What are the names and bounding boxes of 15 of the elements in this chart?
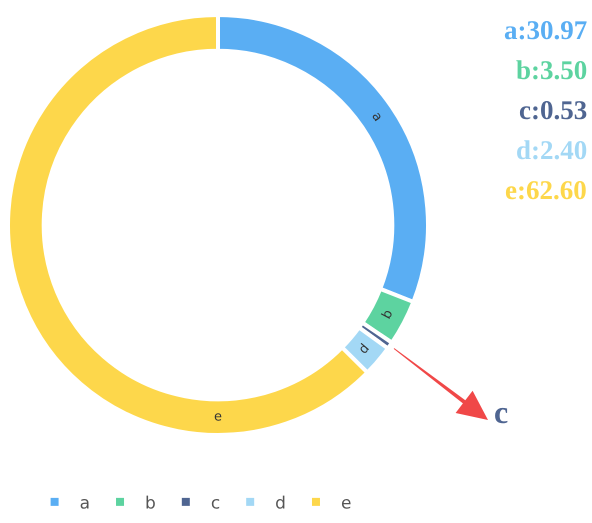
slice-label: e (214, 410, 222, 425)
text: e:62.60 (505, 175, 587, 205)
text: c:0.53 (519, 95, 588, 125)
legend-label: c (210, 494, 220, 514)
text: b:3.50 (516, 55, 588, 85)
text: d:2.40 (516, 135, 588, 165)
text: a:30.97 (504, 15, 588, 45)
slice-label: a (368, 109, 386, 124)
legend-label: e (340, 494, 352, 514)
slice-label: b (379, 307, 396, 322)
text: c (494, 394, 508, 430)
slice-label: d (356, 341, 373, 358)
legend-label: a (80, 494, 90, 514)
legend-label: d (275, 494, 286, 514)
legend-label: b (145, 494, 156, 514)
